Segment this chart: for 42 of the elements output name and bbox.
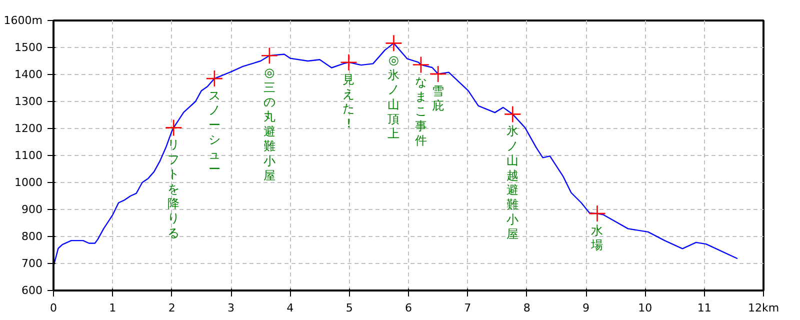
y-tick-label: 600 (22, 284, 43, 297)
point (385, 34, 402, 52)
point (429, 65, 447, 83)
x-tick-label: 11 (697, 302, 712, 314)
x-tick-label: 8 (523, 302, 530, 314)
point (504, 106, 522, 123)
x-tick-label: 12km (748, 302, 780, 314)
annotation: 氷ノ山越避難小屋 (506, 124, 519, 242)
x-tick-label: 5 (346, 302, 353, 314)
annotation: 雪庇 (432, 84, 444, 113)
annotation: ◎氷ノ山頂上 (388, 53, 400, 141)
y-tick-label: 1000 (14, 176, 43, 189)
x-tick-label: 3 (228, 302, 234, 314)
annotation: リフトを降りる (168, 138, 180, 240)
point (260, 46, 278, 64)
annotation: 水場 (590, 224, 604, 252)
annotation: なまこ事件 (414, 74, 427, 148)
x-tick-label: 0 (50, 302, 57, 314)
y-tick-label: 900 (22, 203, 43, 216)
x-tick-label: 9 (582, 302, 590, 314)
x-tick-label: 2 (168, 302, 176, 314)
y-tick-label: 800 (22, 230, 43, 243)
y-tick-label: 1600m (4, 14, 43, 27)
annotation: 見えた! (342, 72, 355, 130)
point (588, 204, 606, 222)
point (206, 70, 224, 88)
x-tick-label: 4 (286, 302, 294, 314)
x-tick-label: 10 (638, 302, 652, 314)
x-tick-label: 6 (405, 302, 412, 314)
annotation: スノーシュー (208, 88, 220, 176)
y-tick-label: 1300 (14, 95, 43, 108)
y-tick-label: 1400 (14, 68, 43, 81)
point (412, 56, 430, 74)
point (340, 54, 358, 71)
y-tick-label: 1100 (14, 149, 43, 162)
annotation: ◎三の丸避難小屋 (263, 66, 276, 182)
x-tick-label: 7 (464, 302, 472, 314)
y-tick-label: 1200 (14, 122, 43, 135)
point (164, 119, 182, 136)
x-tick-label: 1 (109, 302, 116, 314)
y-tick-label: 1500 (14, 41, 43, 54)
y-tick-label: 700 (22, 257, 43, 270)
